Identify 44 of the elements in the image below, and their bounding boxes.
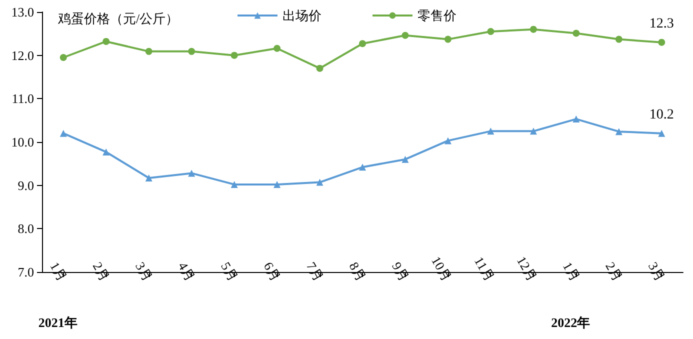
point [530,26,537,33]
y-tick-label: 12.0 [11,48,34,63]
point [615,36,622,43]
point [274,180,281,188]
point [230,52,238,59]
point [359,164,366,171]
y-axis-title: 鸡蛋价格（元/公斤） [57,11,179,26]
data-label: 12.3 [649,16,674,32]
point [658,38,666,46]
legend-label: 出场价 [282,8,322,23]
point [316,178,324,186]
point [188,48,196,55]
y-tick-label: 10.0 [11,134,34,150]
point [572,116,580,123]
point [658,130,666,137]
text: 2022年 [551,315,590,330]
y-tick-label: 11.0 [12,91,34,106]
point [530,128,537,135]
data-label: 10.2 [649,107,674,122]
point [145,174,152,182]
point [572,30,580,37]
point [60,130,67,137]
point [615,128,622,136]
point [188,170,196,177]
point [145,48,152,55]
legend-label: 零售价 [418,8,456,23]
y-tick-label: 8.0 [18,221,34,236]
y-tick-label: 9.0 [18,178,34,193]
point [102,38,110,45]
point [444,36,452,43]
point [274,44,281,52]
y-tick-label: 7.0 [18,264,34,280]
text: 2021年 [38,315,78,330]
point [487,28,494,35]
point [402,32,409,39]
point [487,128,494,135]
point [359,40,366,48]
point [230,180,238,188]
point [60,54,67,61]
y-tick-label: 13.0 [11,4,34,20]
point [402,156,409,163]
point [102,148,110,156]
point [316,64,324,72]
point [444,137,452,144]
